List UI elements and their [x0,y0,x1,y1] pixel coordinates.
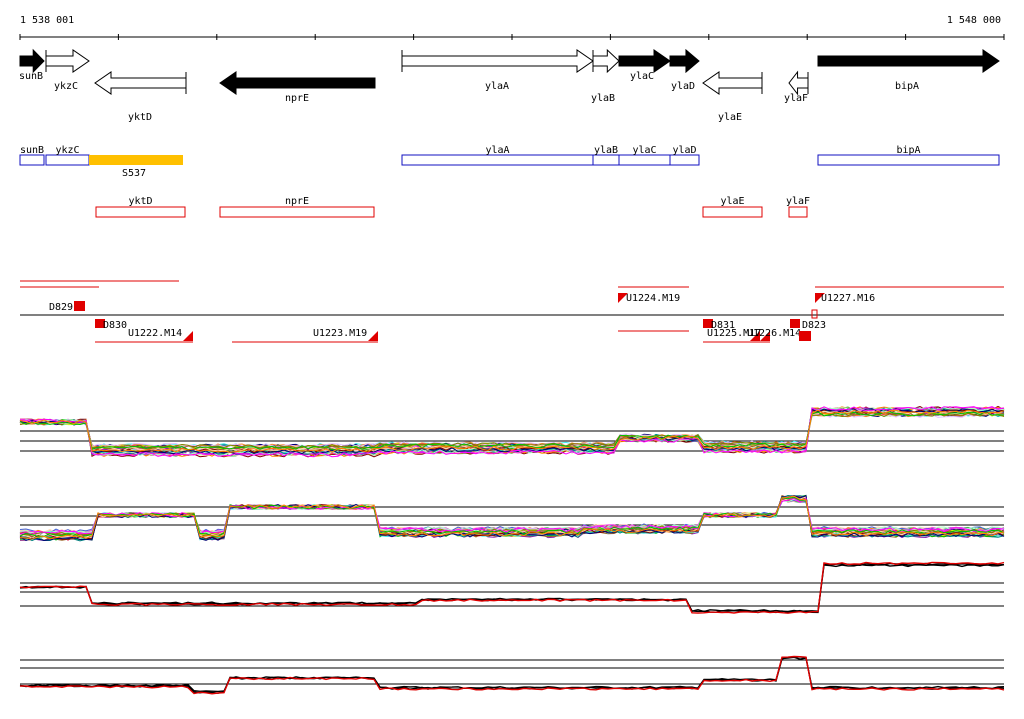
blue-label-bipA: bipA [896,145,920,156]
marker-label: D823 [802,320,826,331]
ruler-start-label: 1 538 001 [20,15,74,26]
marker-triangle [368,331,378,341]
gene-label-ylaC: ylaC [630,71,654,82]
marker-flag [95,319,105,328]
red-label-nprE: nprE [285,196,309,207]
marker-box [811,309,818,319]
gene-label-yktD: yktD [128,112,152,123]
marker-flag [790,319,800,328]
red-feature-track: yktD nprE ylaE ylaF [95,196,810,218]
profile-series [19,561,1005,614]
marker-label: D831 [711,320,735,331]
marker-label: U1225.M17 [707,328,761,339]
marker-label: U1222.M14 [128,328,182,339]
marker-flag [703,319,713,328]
gene-arrow-ylaF [788,70,809,96]
gene-arrow-ylaA [401,49,594,73]
blue-box-sunB [19,154,45,166]
expression-profile-track-1 [19,405,1005,458]
profile-series [19,411,1005,451]
marker-label: U1223.M19 [313,328,367,339]
gene-label-ylaA: ylaA [485,81,509,92]
blue-box-ylaB [592,154,620,166]
blue-label-ykzC: ykzC [55,145,79,156]
gene-arrow-nprE [219,71,376,95]
red-box-ylaE [702,206,763,218]
gene-label-bipA: bipA [895,81,919,92]
gene-arrow-yktD [94,71,187,95]
gene-arrow-ylaC [618,49,671,73]
marker-label: U1226.M14 [747,328,801,339]
blue-box-ylaC [618,154,671,166]
blue-label-ylaD: ylaD [672,145,696,156]
gene-arrow-ylaE [702,71,763,95]
blue-box-bipA [817,154,1000,166]
blue-feature-track: sunB ykzC ylaA ylaB ylaC ylaD bipA S537 [19,145,1000,179]
marker-triangle [815,293,825,303]
gene-label-ylaE: ylaE [718,112,742,123]
red-label-ylaF: ylaF [786,196,810,207]
s537-box [89,155,183,165]
marker-label: D829 [49,302,73,313]
coordinate-ruler: 1 538 001 1 548 000 [19,15,1005,40]
marker-triangle [183,331,193,341]
red-box-ylaF [788,206,808,218]
gene-annotation-track: sunB ykzC yktD nprE ylaA ylaB ylaC ylaD ylaE ylaF… [19,48,1000,123]
gene-arrow-bipA [817,49,1000,73]
expression-profile-track-2 [19,494,1005,542]
profile-series [19,496,1005,538]
expression-summary-track-3 [19,561,1005,614]
profile-series [19,409,1005,453]
gene-label-ykzC: ykzC [54,81,78,92]
s537-label: S537 [122,168,146,179]
marker-label: U1224.M19 [626,293,680,304]
blue-label-sunB: sunB [20,145,44,156]
gene-label-sunB: sunB [19,71,43,82]
red-box-nprE [219,206,375,218]
gene-label-ylaB: ylaB [591,93,615,104]
profile-series [19,412,1005,448]
marker-flag [799,331,811,341]
expression-summary-track-4 [19,655,1005,695]
blue-box-ylaA [401,154,594,166]
marker-label: U1227.M16 [821,293,875,304]
gene-arrow-ylaD [669,48,700,74]
blue-label-ylaA: ylaA [485,145,509,156]
ruler-ticks [19,34,1005,40]
marker-triangle [750,331,760,341]
marker-triangle [760,331,770,341]
gene-arrow-sunB [19,48,45,74]
marker-triangle [618,293,628,303]
gene-label-nprE: nprE [285,93,309,104]
ruler-end-label: 1 548 000 [947,15,1001,26]
gene-arrow-ylaB [592,48,620,74]
blue-box-ykzC [45,154,90,166]
red-label-ylaE: ylaE [720,196,744,207]
gene-label-ylaD: ylaD [671,81,695,92]
profile-series [19,406,1005,458]
profile-series [19,495,1004,540]
gene-arrow-ykzC [45,49,90,73]
marker-flag [74,301,85,311]
profile-series [19,562,1005,614]
red-label-yktD: yktD [128,196,152,207]
gene-label-ylaF: ylaF [784,93,808,104]
red-box-yktD [95,206,186,218]
profile-series [19,655,1005,695]
blue-label-ylaC: ylaC [632,145,656,156]
blue-label-ylaB: ylaB [594,145,618,156]
marker-label: D830 [103,320,127,331]
blue-box-ylaD [669,154,700,166]
